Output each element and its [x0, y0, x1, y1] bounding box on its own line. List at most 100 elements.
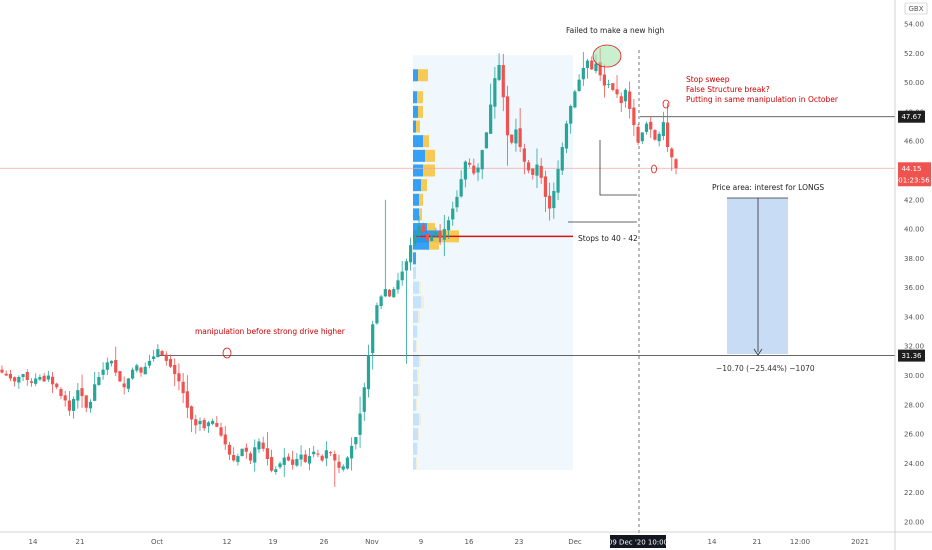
y-tick-label: 26.00: [904, 431, 924, 439]
candle-body: [674, 159, 678, 169]
candle-body: [615, 89, 619, 95]
candle-body: [143, 366, 147, 375]
candle-body: [577, 79, 581, 91]
candle-body: [539, 165, 543, 178]
y-tick-label: 34.00: [904, 313, 924, 321]
x-tick-label: 23: [515, 538, 524, 546]
y-tick-label: 42.00: [904, 196, 924, 204]
y-tick-label: 24.00: [904, 460, 924, 468]
y-tick-label: 20.00: [904, 519, 924, 527]
currency-badge[interactable]: [904, 2, 928, 15]
candle-body: [168, 359, 173, 367]
volume-down-bar: [417, 442, 418, 455]
volume-down-bar: [423, 164, 435, 177]
candle-body: [0, 369, 4, 373]
candle-body: [354, 437, 358, 445]
candle-body: [632, 107, 636, 126]
candle-body: [135, 365, 139, 371]
candle-body: [345, 457, 350, 469]
candle-body: [46, 375, 50, 380]
candle-body: [611, 83, 615, 90]
candle-body: [198, 420, 202, 425]
candle-body: [413, 234, 417, 244]
candle-body: [430, 236, 434, 241]
support-value: 31.36: [901, 352, 922, 360]
candle-body: [147, 360, 152, 366]
candle-body: [619, 96, 623, 104]
candle-body: [526, 162, 531, 171]
candle-body: [152, 356, 156, 359]
volume-up-bar: [413, 281, 419, 294]
time-axis[interactable]: 14 21 Oct 12 19 26 Nov 9 16 23 Dec 14 21 12:00 2021: [29, 538, 869, 546]
last-price-value: 44.15: [901, 165, 921, 173]
candle-body: [459, 179, 463, 197]
candle-body: [535, 164, 539, 176]
candle-body: [101, 369, 105, 375]
candle-body: [328, 452, 333, 454]
candle-body: [560, 147, 564, 171]
candle-body: [379, 296, 383, 306]
high-level-badge: [898, 110, 925, 123]
volume-up-bar: [413, 149, 425, 162]
candle-body: [185, 391, 189, 408]
candle-body: [653, 130, 657, 140]
x-tick-label: 12:00: [790, 538, 810, 546]
stop-sweep-text-2: False Structure break?: [686, 85, 770, 94]
candle-body: [446, 220, 451, 231]
x-tick-label: 19: [269, 538, 278, 546]
volume-down-bar: [429, 237, 439, 250]
candle-body: [350, 445, 354, 459]
volume-up-bar: [413, 69, 418, 82]
candle-body: [543, 176, 548, 197]
manipulation-text: manipulation before strong drive higher: [195, 327, 346, 336]
volume-down-bar: [419, 413, 421, 426]
candle-body: [29, 381, 34, 383]
candle-body: [396, 280, 400, 290]
stop-sweep-marker: [662, 99, 670, 109]
candle-body: [244, 447, 248, 452]
x-tick-label: 14: [708, 538, 717, 546]
candle-body: [409, 245, 413, 263]
candle-body: [417, 226, 421, 237]
countdown-value: 01:23:56: [898, 176, 930, 184]
candle-body: [358, 413, 362, 435]
candle-body: [607, 84, 611, 85]
volume-up-bar: [413, 164, 423, 177]
candle-body: [236, 456, 240, 462]
x-tick-label: 12: [223, 538, 232, 546]
candle-body: [573, 91, 577, 108]
price-axis[interactable]: 54.0052.0050.0048.0046.0044.0042.0040.00…: [904, 21, 924, 527]
candle-body: [130, 369, 135, 379]
candle-body: [248, 453, 253, 461]
candle-body: [114, 360, 118, 373]
candle-body: [194, 419, 198, 426]
candle-body: [392, 289, 396, 298]
candle-body: [240, 448, 244, 457]
volume-up-bar: [413, 413, 419, 426]
candle-body: [628, 91, 632, 109]
volume-up-bar: [413, 428, 418, 441]
candle-body: [80, 388, 84, 397]
candle-body: [223, 434, 227, 445]
volume-up-bar: [413, 310, 418, 323]
volume-up-bar: [413, 252, 416, 265]
candle-body: [316, 453, 320, 455]
volume-down-bar: [416, 457, 417, 470]
volume-down-bar: [418, 69, 428, 82]
y-tick-label: 36.00: [904, 284, 924, 292]
candle-body: [602, 74, 606, 86]
candle-body: [657, 133, 661, 142]
candle-body: [451, 208, 455, 220]
y-tick-label: 22.00: [904, 489, 924, 497]
last-price-badge: [898, 162, 931, 187]
candle-body: [173, 364, 177, 375]
candle-body: [97, 376, 101, 385]
candle-body: [585, 60, 590, 68]
candle-body: [493, 78, 497, 107]
candle-body: [670, 148, 674, 158]
manipulation-marker: [222, 347, 232, 359]
candle-body: [455, 196, 459, 208]
candle-body: [375, 305, 379, 324]
candle-body: [265, 448, 269, 460]
